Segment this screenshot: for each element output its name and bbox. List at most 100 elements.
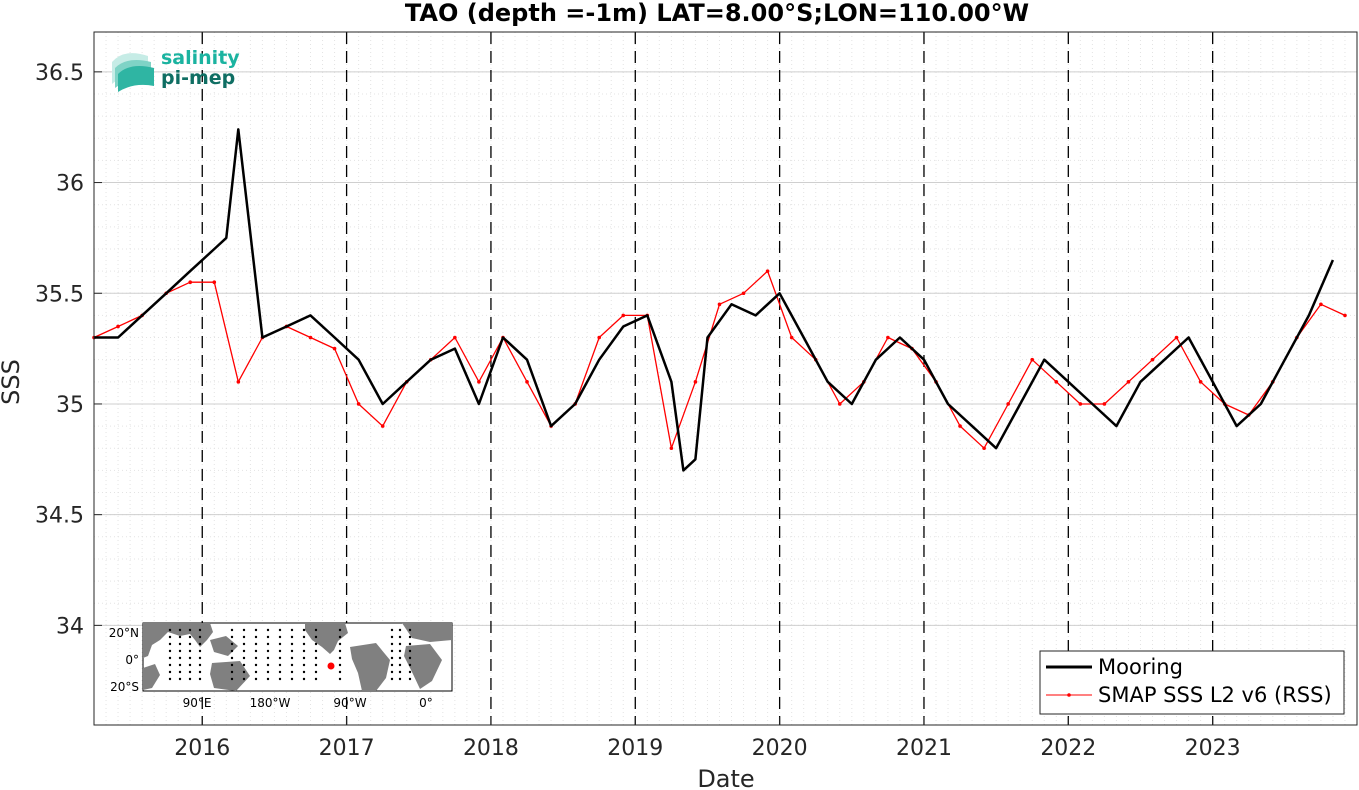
map-lon-180w: 180°W xyxy=(250,696,291,710)
tao-buoy-dot xyxy=(338,656,342,660)
y-axis-ticks: 34 34.5 35 35.5 36 36.5 xyxy=(35,61,102,639)
tao-buoy-dot xyxy=(178,649,182,653)
smap-point xyxy=(525,380,529,384)
smap-point xyxy=(1319,302,1323,307)
tao-buoy-dot xyxy=(188,628,192,632)
tao-buoy-dot xyxy=(198,635,202,639)
y-tick-label: 36 xyxy=(56,172,84,197)
tao-buoy-dot xyxy=(278,628,282,632)
smap-point xyxy=(789,335,794,340)
y-tick-label: 36.5 xyxy=(35,61,84,86)
tao-buoy-dot xyxy=(230,642,234,646)
tao-buoy-dot xyxy=(188,642,192,646)
tao-buoy-dot xyxy=(390,642,394,646)
smap-point xyxy=(1054,380,1059,384)
tao-buoy-dot xyxy=(242,635,246,639)
x-tick-label: 2018 xyxy=(463,736,519,761)
tao-buoy-dot xyxy=(178,642,182,646)
mooring-line xyxy=(94,128,1335,472)
tao-buoy-dot xyxy=(408,656,412,660)
tao-buoy-dot xyxy=(266,649,270,653)
inset-map: 20°N 0° 20°S 90°E 180°W 90°W 0° xyxy=(109,622,453,710)
tao-buoy-dot xyxy=(278,642,282,646)
tao-buoy-dot xyxy=(314,663,318,667)
smap-point xyxy=(837,402,842,406)
smap-point xyxy=(886,335,890,340)
map-lat-0: 0° xyxy=(125,653,139,667)
smap-point xyxy=(1030,357,1035,362)
tao-buoy-dot xyxy=(398,628,402,632)
tao-buoy-dot xyxy=(254,649,258,653)
chart-title: TAO (depth =-1m) LAT=8.00°S;LON=110.00°W xyxy=(405,0,1029,27)
smap-point xyxy=(958,424,962,428)
tao-buoy-dot xyxy=(242,663,246,667)
tao-buoy-dot xyxy=(302,656,306,660)
tao-buoy-dot xyxy=(198,649,202,653)
tao-buoy-dot xyxy=(242,649,246,653)
x-tick-label: 2023 xyxy=(1185,736,1241,761)
tao-buoy-dot xyxy=(254,670,258,674)
tao-buoy-dot xyxy=(290,635,294,639)
logo-line2: pi-mep xyxy=(161,67,235,89)
tao-buoy-dot xyxy=(398,642,402,646)
y-tick-label: 34.5 xyxy=(35,504,84,529)
tao-buoy-dot xyxy=(338,635,342,639)
tao-buoy-dot xyxy=(408,663,412,667)
smap-point xyxy=(236,380,241,384)
tao-buoy-dot xyxy=(254,663,258,667)
tao-buoy-dot xyxy=(398,635,402,639)
x-tick-label: 2022 xyxy=(1040,736,1096,761)
tao-buoy-dot xyxy=(290,628,294,632)
tao-buoy-dot xyxy=(408,628,412,632)
tao-buoy-dot xyxy=(390,649,394,653)
tao-buoy-dot xyxy=(254,656,258,660)
logo-waves-icon xyxy=(112,53,154,92)
smap-point xyxy=(597,335,601,340)
tao-buoy-dot xyxy=(408,677,412,681)
tao-buoy-dot xyxy=(302,628,306,632)
legend-smap-marker xyxy=(1067,693,1071,697)
tao-buoy-dot xyxy=(278,635,282,639)
tao-buoy-dot xyxy=(390,628,394,632)
tao-buoy-dot xyxy=(278,656,282,660)
tao-buoy-dot xyxy=(302,663,306,667)
tao-buoy-dot xyxy=(188,635,192,639)
tao-buoy-dot xyxy=(168,642,172,646)
smap-point xyxy=(116,324,120,329)
map-lat-20s: 20°S xyxy=(110,680,139,694)
tao-buoy-dot xyxy=(390,635,394,639)
smap-point xyxy=(982,446,986,451)
tao-buoy-dot xyxy=(188,649,192,653)
tao-buoy-dot xyxy=(230,663,234,667)
tao-buoy-dot xyxy=(398,649,402,653)
tao-buoy-dot xyxy=(198,656,202,660)
tao-buoy-dot xyxy=(168,663,172,667)
tao-buoy-dot xyxy=(242,656,246,660)
tao-buoy-dot xyxy=(290,670,294,674)
tao-buoy-dot xyxy=(188,656,192,660)
tao-buoy-dot xyxy=(178,670,182,674)
tao-buoy-dot xyxy=(168,635,172,639)
tao-buoy-dot xyxy=(254,628,258,632)
tao-buoy-dot xyxy=(198,663,202,667)
map-lon-90e: 90°E xyxy=(183,696,212,710)
tao-buoy-dot xyxy=(168,656,172,660)
smap-point xyxy=(1102,402,1107,406)
tao-buoy-dot xyxy=(408,642,412,646)
smap-point xyxy=(693,380,698,384)
tao-buoy-dot xyxy=(338,677,342,681)
y-tick-label: 35 xyxy=(56,393,84,418)
tao-buoy-dot xyxy=(178,628,182,632)
x-tick-label: 2017 xyxy=(319,736,375,761)
tao-buoy-dot xyxy=(290,642,294,646)
tao-buoy-dot xyxy=(302,635,306,639)
tao-buoy-dot xyxy=(230,628,234,632)
tao-buoy-dot xyxy=(338,628,342,632)
smap-point xyxy=(1198,380,1203,384)
tao-buoy-dot xyxy=(266,663,270,667)
tao-buoy-dot xyxy=(168,670,172,674)
tao-buoy-dot xyxy=(338,642,342,646)
tao-buoy-dot xyxy=(390,656,394,660)
smap-point xyxy=(1126,380,1131,384)
smap-point xyxy=(741,291,746,296)
